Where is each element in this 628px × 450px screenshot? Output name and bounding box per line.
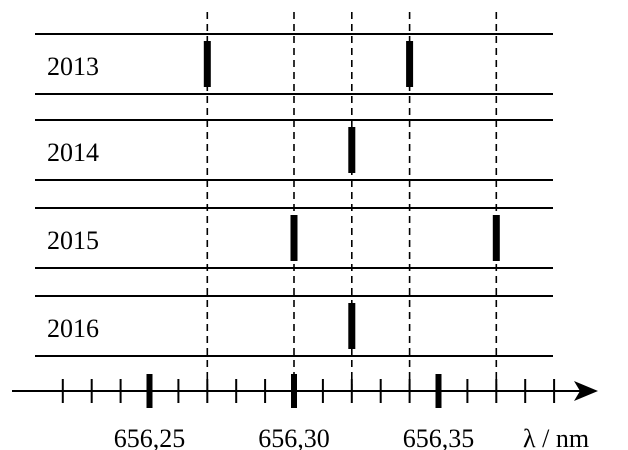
axis-unit-label: λ / nm [523, 424, 589, 450]
axis-tick-label: 656,25 [114, 424, 186, 450]
axis-major-tick [146, 374, 153, 408]
spectral-line-mark [348, 303, 356, 349]
spectral-line-mark [348, 127, 356, 173]
row-year-label: 2016 [47, 314, 99, 343]
spectral-line-mark [492, 215, 500, 261]
row-year-label: 2015 [47, 226, 99, 255]
spectral-line-mark [406, 41, 414, 87]
axis-arrowhead [574, 381, 598, 401]
wavelength-axis: 656,25 656,30 656,35 λ / nm [12, 374, 598, 450]
axis-tick-label: 656,30 [258, 424, 330, 450]
axis-tick-label: 656,35 [403, 424, 475, 450]
axis-major-tick [291, 374, 297, 408]
axis-ticks [61, 374, 556, 408]
spectral-line-marks [203, 41, 500, 349]
row-year-label: 2013 [47, 52, 99, 81]
axis-major-tick [435, 374, 442, 408]
row-year-label: 2014 [47, 138, 99, 167]
spectral-line-mark [290, 215, 298, 261]
axis-tick-labels: 656,25 656,30 656,35 [114, 424, 475, 450]
spectral-line-mark [203, 41, 211, 87]
